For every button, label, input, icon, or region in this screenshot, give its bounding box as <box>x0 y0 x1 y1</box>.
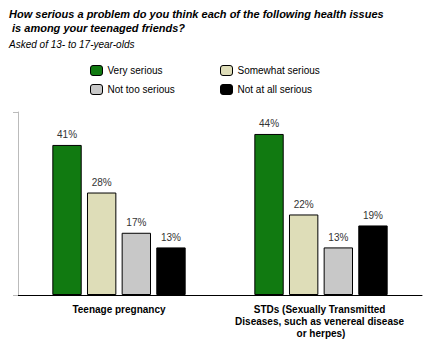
svg-text:28%: 28% <box>92 177 112 188</box>
svg-text:17%: 17% <box>126 217 146 228</box>
svg-text:Very serious: Very serious <box>108 65 163 76</box>
svg-text:Diseases, such as venereal dis: Diseases, such as venereal disease <box>235 316 407 327</box>
svg-text:22%: 22% <box>294 199 314 210</box>
svg-text:13%: 13% <box>161 232 181 243</box>
svg-text:13%: 13% <box>328 232 348 243</box>
svg-text:or herpes): or herpes) <box>297 328 346 339</box>
svg-text:41%: 41% <box>57 129 77 140</box>
svg-text:Teenage pregnancy: Teenage pregnancy <box>72 304 166 315</box>
svg-text:Asked of 13- to 17-year-olds: Asked of 13- to 17-year-olds <box>8 39 134 50</box>
svg-text:19%: 19% <box>363 210 383 221</box>
svg-text:Not too serious: Not too serious <box>108 84 175 95</box>
svg-text:Not at all serious: Not at all serious <box>238 84 312 95</box>
svg-text:Somewhat serious: Somewhat serious <box>238 65 320 76</box>
svg-text:STDs (Sexually Transmitted: STDs (Sexually Transmitted <box>254 304 389 315</box>
svg-text:is among your teenaged friends: is among your teenaged friends? <box>9 22 185 34</box>
svg-text:How serious a problem do you t: How serious a problem do you think each … <box>9 8 384 20</box>
svg-text:44%: 44% <box>259 118 279 129</box>
